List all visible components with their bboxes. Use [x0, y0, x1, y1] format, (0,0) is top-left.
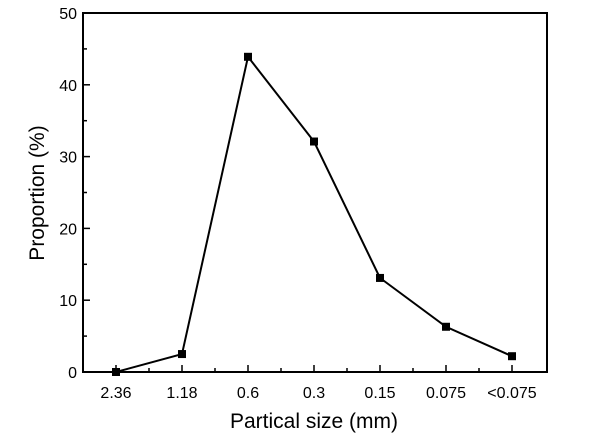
y-tick-label: 30: [59, 150, 77, 167]
data-point-marker: [244, 52, 252, 61]
x-tick-label: 2.36: [100, 385, 131, 402]
series-line: [115, 54, 513, 373]
data-point-marker: [508, 352, 516, 361]
x-tick-label: 0.075: [426, 385, 466, 402]
plot-frame: [82, 12, 548, 373]
axes-frame: [82, 12, 548, 373]
x-tick-label: 0.3: [303, 385, 325, 402]
x-tick-label: 0.15: [364, 385, 395, 402]
data-point-marker: [310, 137, 318, 146]
data-point-marker: [178, 350, 186, 359]
y-tick-label: 20: [59, 221, 77, 238]
data-point-marker: [112, 368, 120, 376]
series-layer: [112, 52, 516, 376]
x-tick-label: 0.6: [237, 385, 259, 402]
x-axis-label: Partical size (mm): [230, 410, 398, 433]
y-tick-label: 0: [68, 365, 77, 382]
x-axis-ticks: 2.36 1.18 0.6 0.3 0.15 0.075 <0.075: [100, 365, 537, 402]
y-tick-label: 40: [59, 78, 77, 95]
data-point-marker: [376, 273, 384, 282]
y-axis-ticks: 0 10 20 30 40 50: [59, 6, 90, 382]
data-point-marker: [442, 322, 450, 331]
y-tick-label: 10: [59, 293, 77, 310]
y-axis-label: Proportion (%): [26, 125, 49, 260]
x-tick-label: 1.18: [166, 385, 197, 402]
x-tick-label: <0.075: [487, 385, 536, 402]
y-tick-label: 50: [59, 6, 77, 23]
